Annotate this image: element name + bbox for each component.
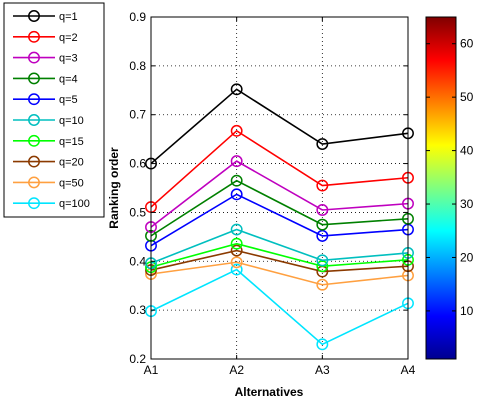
data-point (316, 179, 329, 192)
data-point (316, 229, 329, 242)
legend-marker (28, 197, 40, 210)
legend-marker (28, 93, 40, 106)
series-q=50 (145, 256, 414, 291)
data-point (316, 218, 329, 231)
legend-marker (28, 134, 40, 147)
x-tick-label: A3 (315, 363, 330, 377)
plot-area: 0.2 0.3 0.4 0.5 0.6 0.7 0.8 0.9 A1 A2 A3 A4 (129, 10, 415, 377)
series-line (150, 268, 409, 346)
legend-marker (28, 10, 40, 22)
data-point (230, 237, 243, 250)
legend-entry: q=10 (13, 114, 84, 127)
colorbar-tick-label: 60 (460, 37, 474, 51)
y-tick-label: 0.9 (129, 10, 146, 24)
data-point (230, 223, 243, 236)
legend-label: q=5 (59, 94, 78, 106)
legend-marker (28, 176, 40, 189)
colorbar: 10 20 30 40 50 60 (425, 16, 474, 360)
colorbar-gradient (425, 16, 457, 360)
y-tick-label: 0.2 (129, 352, 146, 366)
legend-box (3, 2, 105, 218)
data-point (316, 278, 329, 291)
x-tick-label: A4 (401, 363, 416, 377)
data-point (230, 244, 243, 257)
legend-entry: q=3 (13, 51, 78, 65)
data-point (230, 256, 243, 269)
y-tick-label: 0.7 (129, 108, 146, 122)
legend-label: q=15 (59, 136, 84, 148)
y-tick-label: 0.8 (129, 59, 146, 73)
legend-label: q=100 (59, 198, 90, 210)
legend-label: q=1 (59, 11, 78, 23)
colorbar-tick-label: 40 (460, 144, 474, 158)
colorbar-tick-label: 50 (460, 90, 474, 104)
legend-marker (28, 155, 40, 168)
data-point (316, 204, 329, 216)
legend-marker (28, 114, 40, 126)
y-axis-label: Ranking order (107, 147, 121, 229)
legend-marker (28, 51, 40, 64)
legend-label: q=10 (59, 115, 84, 127)
legend-entry: q=15 (13, 134, 84, 148)
series-line (150, 261, 409, 286)
legend-label: q=2 (59, 32, 78, 44)
legend-entry: q=1 (13, 10, 78, 23)
series-line (150, 160, 409, 228)
data-point (230, 263, 243, 276)
series-line (150, 228, 409, 264)
series-line (150, 242, 409, 268)
y-tick-label: 0.5 (129, 205, 146, 219)
legend-marker (28, 72, 40, 85)
x-tick-label: A2 (229, 363, 244, 377)
data-point (316, 138, 329, 150)
data-point (230, 155, 243, 168)
legend-entry: q=5 (13, 93, 78, 106)
data-point (316, 254, 329, 267)
colorbar-tick-label: 20 (460, 250, 474, 264)
y-tick-label: 0.3 (129, 303, 146, 317)
axes-frame (150, 16, 409, 360)
data-point (230, 188, 243, 201)
series-line (150, 249, 409, 273)
y-tick-label: 0.4 (129, 254, 146, 268)
data-point (316, 338, 329, 351)
series-line (150, 88, 409, 165)
data-point (230, 174, 243, 187)
data-point (230, 83, 243, 96)
y-tick-label: 0.6 (129, 157, 146, 171)
legend-entry: q=100 (13, 197, 90, 210)
x-tick-label: A1 (144, 363, 159, 377)
legend-entry: q=2 (13, 30, 78, 44)
colorbar-tick-label: 10 (460, 304, 474, 318)
series-q=3 (145, 155, 414, 234)
series-line (150, 129, 409, 208)
series-line (150, 179, 409, 237)
legend-entry: q=4 (13, 72, 78, 85)
legend-label: q=20 (59, 157, 84, 169)
legend-marker (28, 30, 40, 43)
colorbar-tick-label: 30 (460, 197, 474, 211)
legend-entry: q=50 (13, 176, 84, 189)
legend-label: q=4 (59, 73, 78, 85)
plot-background (151, 17, 408, 359)
legend-label: q=50 (59, 177, 84, 189)
data-point (230, 124, 243, 137)
series-line (150, 193, 409, 247)
legend-entry: q=20 (13, 155, 84, 169)
legend-label: q=3 (59, 53, 78, 65)
legend: q=1 q=2 q=3 q=4 q=5 q=10 q=15 q=20 q=50 q=100 (3, 2, 105, 218)
x-axis-label: Alternatives (235, 385, 304, 399)
